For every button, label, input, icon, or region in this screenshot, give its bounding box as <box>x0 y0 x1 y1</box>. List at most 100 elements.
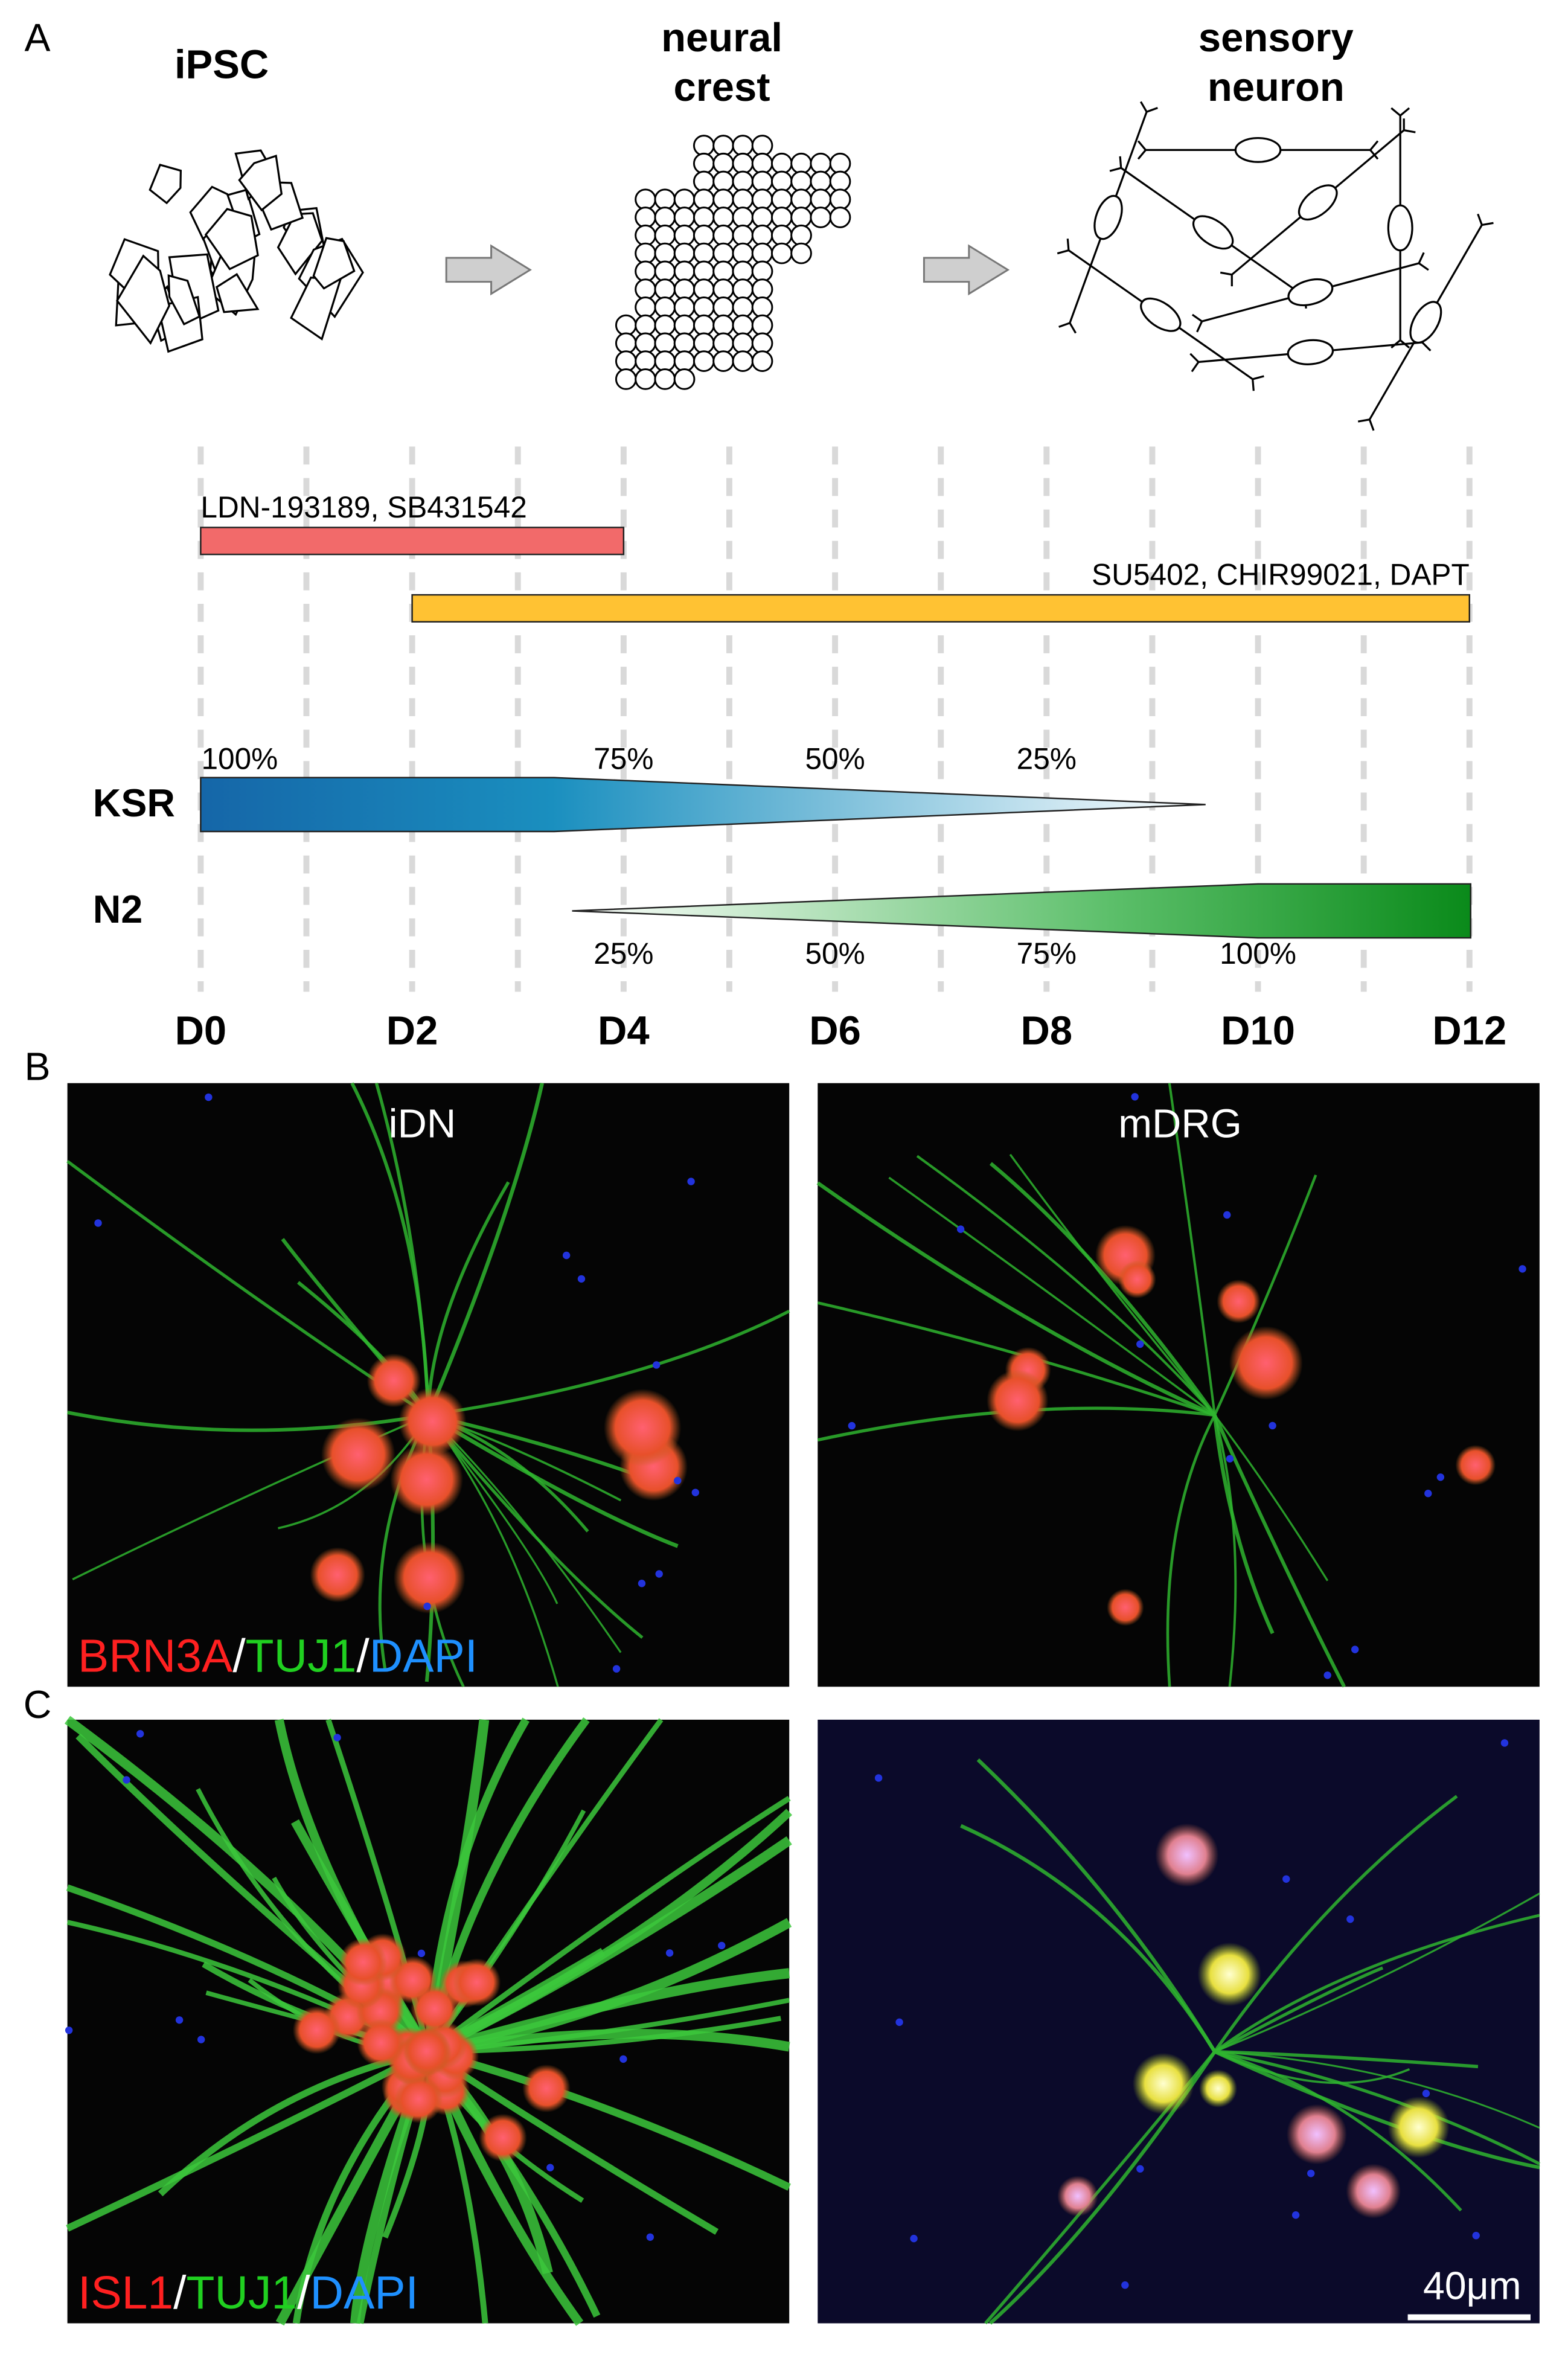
ipsc-cell <box>277 212 324 276</box>
column-label: mDRG <box>1118 1101 1242 1146</box>
micrograph <box>66 1082 790 1688</box>
stain-part: BRN3A <box>78 1630 233 1682</box>
micrograph <box>818 1719 1541 2325</box>
cell-body <box>402 2027 451 2075</box>
terminal <box>1058 322 1077 334</box>
crest-cell <box>810 188 832 211</box>
cell-body <box>1197 1942 1261 2007</box>
crest-cell <box>693 242 715 264</box>
crest-cell <box>635 296 656 318</box>
crest-cell <box>712 224 734 246</box>
arrow <box>923 244 1010 296</box>
crest-cell <box>615 350 637 373</box>
cell-body <box>1387 2096 1450 2158</box>
ipsc-cell <box>216 273 260 313</box>
ipsc-cell <box>167 274 201 326</box>
crest-cell <box>751 296 773 318</box>
crest-cell <box>673 224 696 246</box>
column-label: iDN <box>389 1101 456 1146</box>
neurite <box>1009 1153 1216 1416</box>
cell-body <box>393 1542 466 1614</box>
day-label: D6 <box>809 1008 861 1054</box>
nucleus <box>646 2233 654 2241</box>
image-background <box>818 1083 1540 1687</box>
cell-body <box>1346 2164 1401 2219</box>
cell-body <box>453 1958 501 2007</box>
soma <box>1287 278 1334 307</box>
crest-cell <box>732 314 754 336</box>
crest-cell <box>751 170 773 193</box>
crest-cell <box>654 207 676 228</box>
percentage: 50% <box>805 937 865 970</box>
terminal <box>1357 418 1375 431</box>
neurite <box>428 2016 781 2054</box>
crest-cell <box>693 278 715 300</box>
crest-cell <box>673 242 696 264</box>
crest-cell <box>673 350 696 373</box>
soma <box>1093 194 1123 240</box>
percentage: 75% <box>594 742 653 776</box>
cell-body <box>292 2006 341 2054</box>
ksr-taper <box>200 777 1206 833</box>
neurite <box>1214 1414 1329 1581</box>
nucleus <box>652 1361 661 1369</box>
crest-cell <box>732 135 754 156</box>
terminal <box>1252 375 1264 391</box>
terminal <box>1109 156 1122 172</box>
crest-cell <box>673 314 696 336</box>
crest-cell <box>732 188 754 211</box>
neuron <box>1189 332 1432 373</box>
cell-body <box>479 2113 527 2162</box>
crest-cell <box>615 314 637 336</box>
neuron <box>1058 101 1158 334</box>
crest-cell <box>712 152 734 175</box>
nucleus <box>423 1602 431 1610</box>
crest-cell <box>712 350 734 373</box>
crest-cell <box>751 188 773 211</box>
crest-cell <box>635 278 656 300</box>
neurite <box>1213 1414 1237 1687</box>
terminal <box>1403 118 1416 133</box>
soma <box>1140 297 1182 332</box>
crest-cell <box>693 314 715 336</box>
crest-cell <box>770 170 793 193</box>
stage-title: sensory <box>1198 15 1354 60</box>
cell-body <box>522 2064 571 2113</box>
percentage: 25% <box>594 937 653 970</box>
terminal <box>1057 239 1070 255</box>
crest-cell <box>829 152 851 175</box>
nucleus <box>874 1774 883 1782</box>
percentage: 100% <box>1220 937 1296 970</box>
nucleus <box>674 1476 682 1485</box>
crest-cell <box>751 224 773 246</box>
neurite <box>1166 1414 1216 1687</box>
day-label: D12 <box>1432 1008 1506 1054</box>
crest-cell <box>635 368 656 390</box>
crest-cell <box>673 207 696 228</box>
crest-cell <box>693 296 715 318</box>
micrographs <box>64 1082 1541 2326</box>
cell-body <box>1199 2069 1238 2108</box>
crest-cell <box>751 242 773 264</box>
crest-cell <box>654 278 676 300</box>
crest-cell <box>732 207 754 228</box>
neurite <box>1214 2050 1541 2165</box>
crest-cell <box>654 332 676 354</box>
crest-cell <box>732 350 754 373</box>
cell-body <box>1057 2176 1098 2217</box>
ipsc-cell <box>312 237 356 290</box>
nucleus <box>612 1665 621 1673</box>
neurite <box>916 1155 1216 1416</box>
nucleus <box>1500 1739 1509 1747</box>
nucleus <box>848 1421 856 1430</box>
crest-cell <box>654 350 676 373</box>
panel-label: A <box>25 16 51 59</box>
neuron <box>1137 136 1379 163</box>
nucleus <box>1307 2170 1315 2177</box>
stain-part: DAPI <box>370 1630 478 1682</box>
nucleus <box>1282 1875 1290 1883</box>
cell-body <box>1455 1444 1496 1485</box>
stain-part: / <box>356 1630 370 1682</box>
crest-cell <box>693 332 715 354</box>
